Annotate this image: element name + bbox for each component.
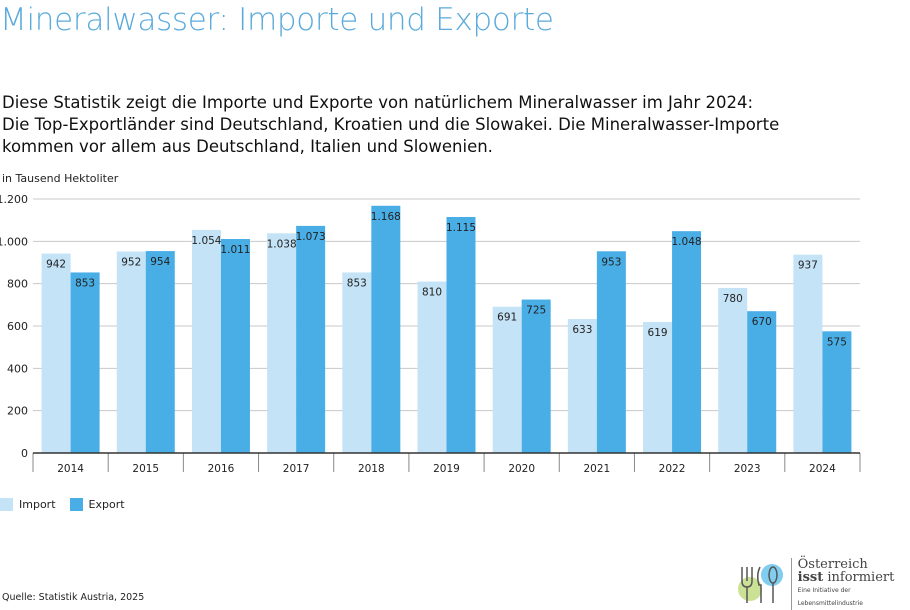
logo-line2a: isst	[797, 570, 824, 585]
data-label: 691	[497, 312, 517, 324]
x-tick-label: 2022	[659, 463, 686, 475]
data-label: 942	[46, 259, 66, 271]
legend-label-import: Import	[19, 498, 56, 511]
bar-import	[417, 281, 447, 453]
x-tick-label: 2017	[283, 463, 310, 475]
data-label: 670	[752, 316, 772, 328]
x-tick-label: 2021	[583, 463, 610, 475]
bar-import	[342, 272, 372, 453]
bar-export	[747, 311, 777, 453]
bar-chart: 0 200 400 600 800 1.000 1.200 942 853 2014 952 954 2…	[0, 193, 861, 475]
cutlery-logo-icon	[738, 564, 783, 603]
bar-import	[718, 287, 748, 453]
data-label: 954	[150, 256, 170, 268]
bar-import	[793, 254, 823, 453]
x-tick-label: 2019	[433, 463, 460, 475]
y-tick-label: 400	[7, 362, 28, 375]
bar-import	[492, 306, 522, 453]
bar-import	[267, 233, 297, 453]
bar-import	[116, 251, 146, 453]
bar-import	[41, 253, 71, 453]
bar-export	[446, 216, 476, 453]
legend-swatch-export	[69, 498, 83, 511]
data-label: 810	[422, 287, 442, 299]
data-label: 1.168	[371, 211, 401, 223]
bar-export	[296, 225, 326, 453]
data-label: 853	[75, 277, 95, 289]
legend: Import Export	[0, 498, 125, 511]
logo-line2b: informiert	[823, 570, 895, 585]
y-tick-label: 600	[7, 320, 28, 333]
bar-export	[521, 299, 551, 453]
data-label: 1.073	[296, 231, 326, 243]
y-axis-label: in Tausend Hektoliter	[2, 172, 119, 185]
bar-export	[371, 205, 401, 453]
bar-export	[70, 272, 100, 453]
bar-export	[145, 251, 175, 453]
description: Diese Statistik zeigt die Importe und Ex…	[2, 92, 902, 158]
bar-import	[567, 319, 597, 453]
y-tick-label: 200	[7, 405, 28, 418]
data-label: 953	[601, 256, 621, 268]
bar-import	[643, 321, 673, 453]
description-line: Diese Statistik zeigt die Importe und Ex…	[2, 93, 754, 112]
data-label: 575	[827, 336, 847, 348]
data-label: 937	[798, 260, 818, 272]
data-label: 1.011	[220, 244, 250, 256]
logo-line1: Österreich	[797, 557, 868, 572]
data-label: 1.038	[267, 238, 297, 250]
x-tick-label: 2016	[208, 463, 235, 475]
bar-export	[822, 331, 852, 453]
description-line: kommen vor allem aus Deutschland, Italie…	[2, 137, 493, 156]
x-tick-label: 2023	[734, 463, 761, 475]
data-label: 1.054	[191, 235, 221, 247]
source-note: Quelle: Statistik Austria, 2025	[2, 592, 145, 603]
data-label: 619	[648, 327, 668, 339]
logo: Österreich isst informiert Eine Initiati…	[736, 558, 910, 610]
data-label: 1.115	[446, 222, 476, 234]
y-tick-label: 0	[21, 447, 28, 460]
data-label: 853	[347, 277, 367, 289]
x-tick-label: 2024	[809, 463, 836, 475]
y-tick-label: 1.200	[0, 193, 28, 206]
bar-export	[672, 231, 702, 453]
data-label: 780	[723, 293, 743, 305]
description-line: Die Top-Exportländer sind Deutschland, K…	[2, 115, 780, 134]
logo-line3: Eine Initiative der Lebensmittelindustri…	[797, 587, 863, 607]
bar-export	[596, 251, 626, 453]
legend-swatch-import	[0, 498, 13, 511]
data-label: 952	[121, 256, 141, 268]
bar-import	[191, 229, 221, 453]
page-title: Mineralwasser: Importe und Exporte	[0, 2, 554, 38]
y-tick-label: 1.000	[0, 235, 28, 248]
data-label: 1.048	[672, 236, 702, 248]
data-label: 725	[526, 305, 546, 317]
x-tick-label: 2018	[358, 463, 385, 475]
y-tick-label: 800	[7, 278, 28, 291]
bar-export	[220, 239, 250, 453]
x-tick-label: 2015	[132, 463, 159, 475]
x-tick-label: 2014	[57, 463, 84, 475]
legend-label-export: Export	[88, 498, 125, 511]
data-label: 633	[572, 324, 592, 336]
x-tick-label: 2020	[508, 463, 535, 475]
